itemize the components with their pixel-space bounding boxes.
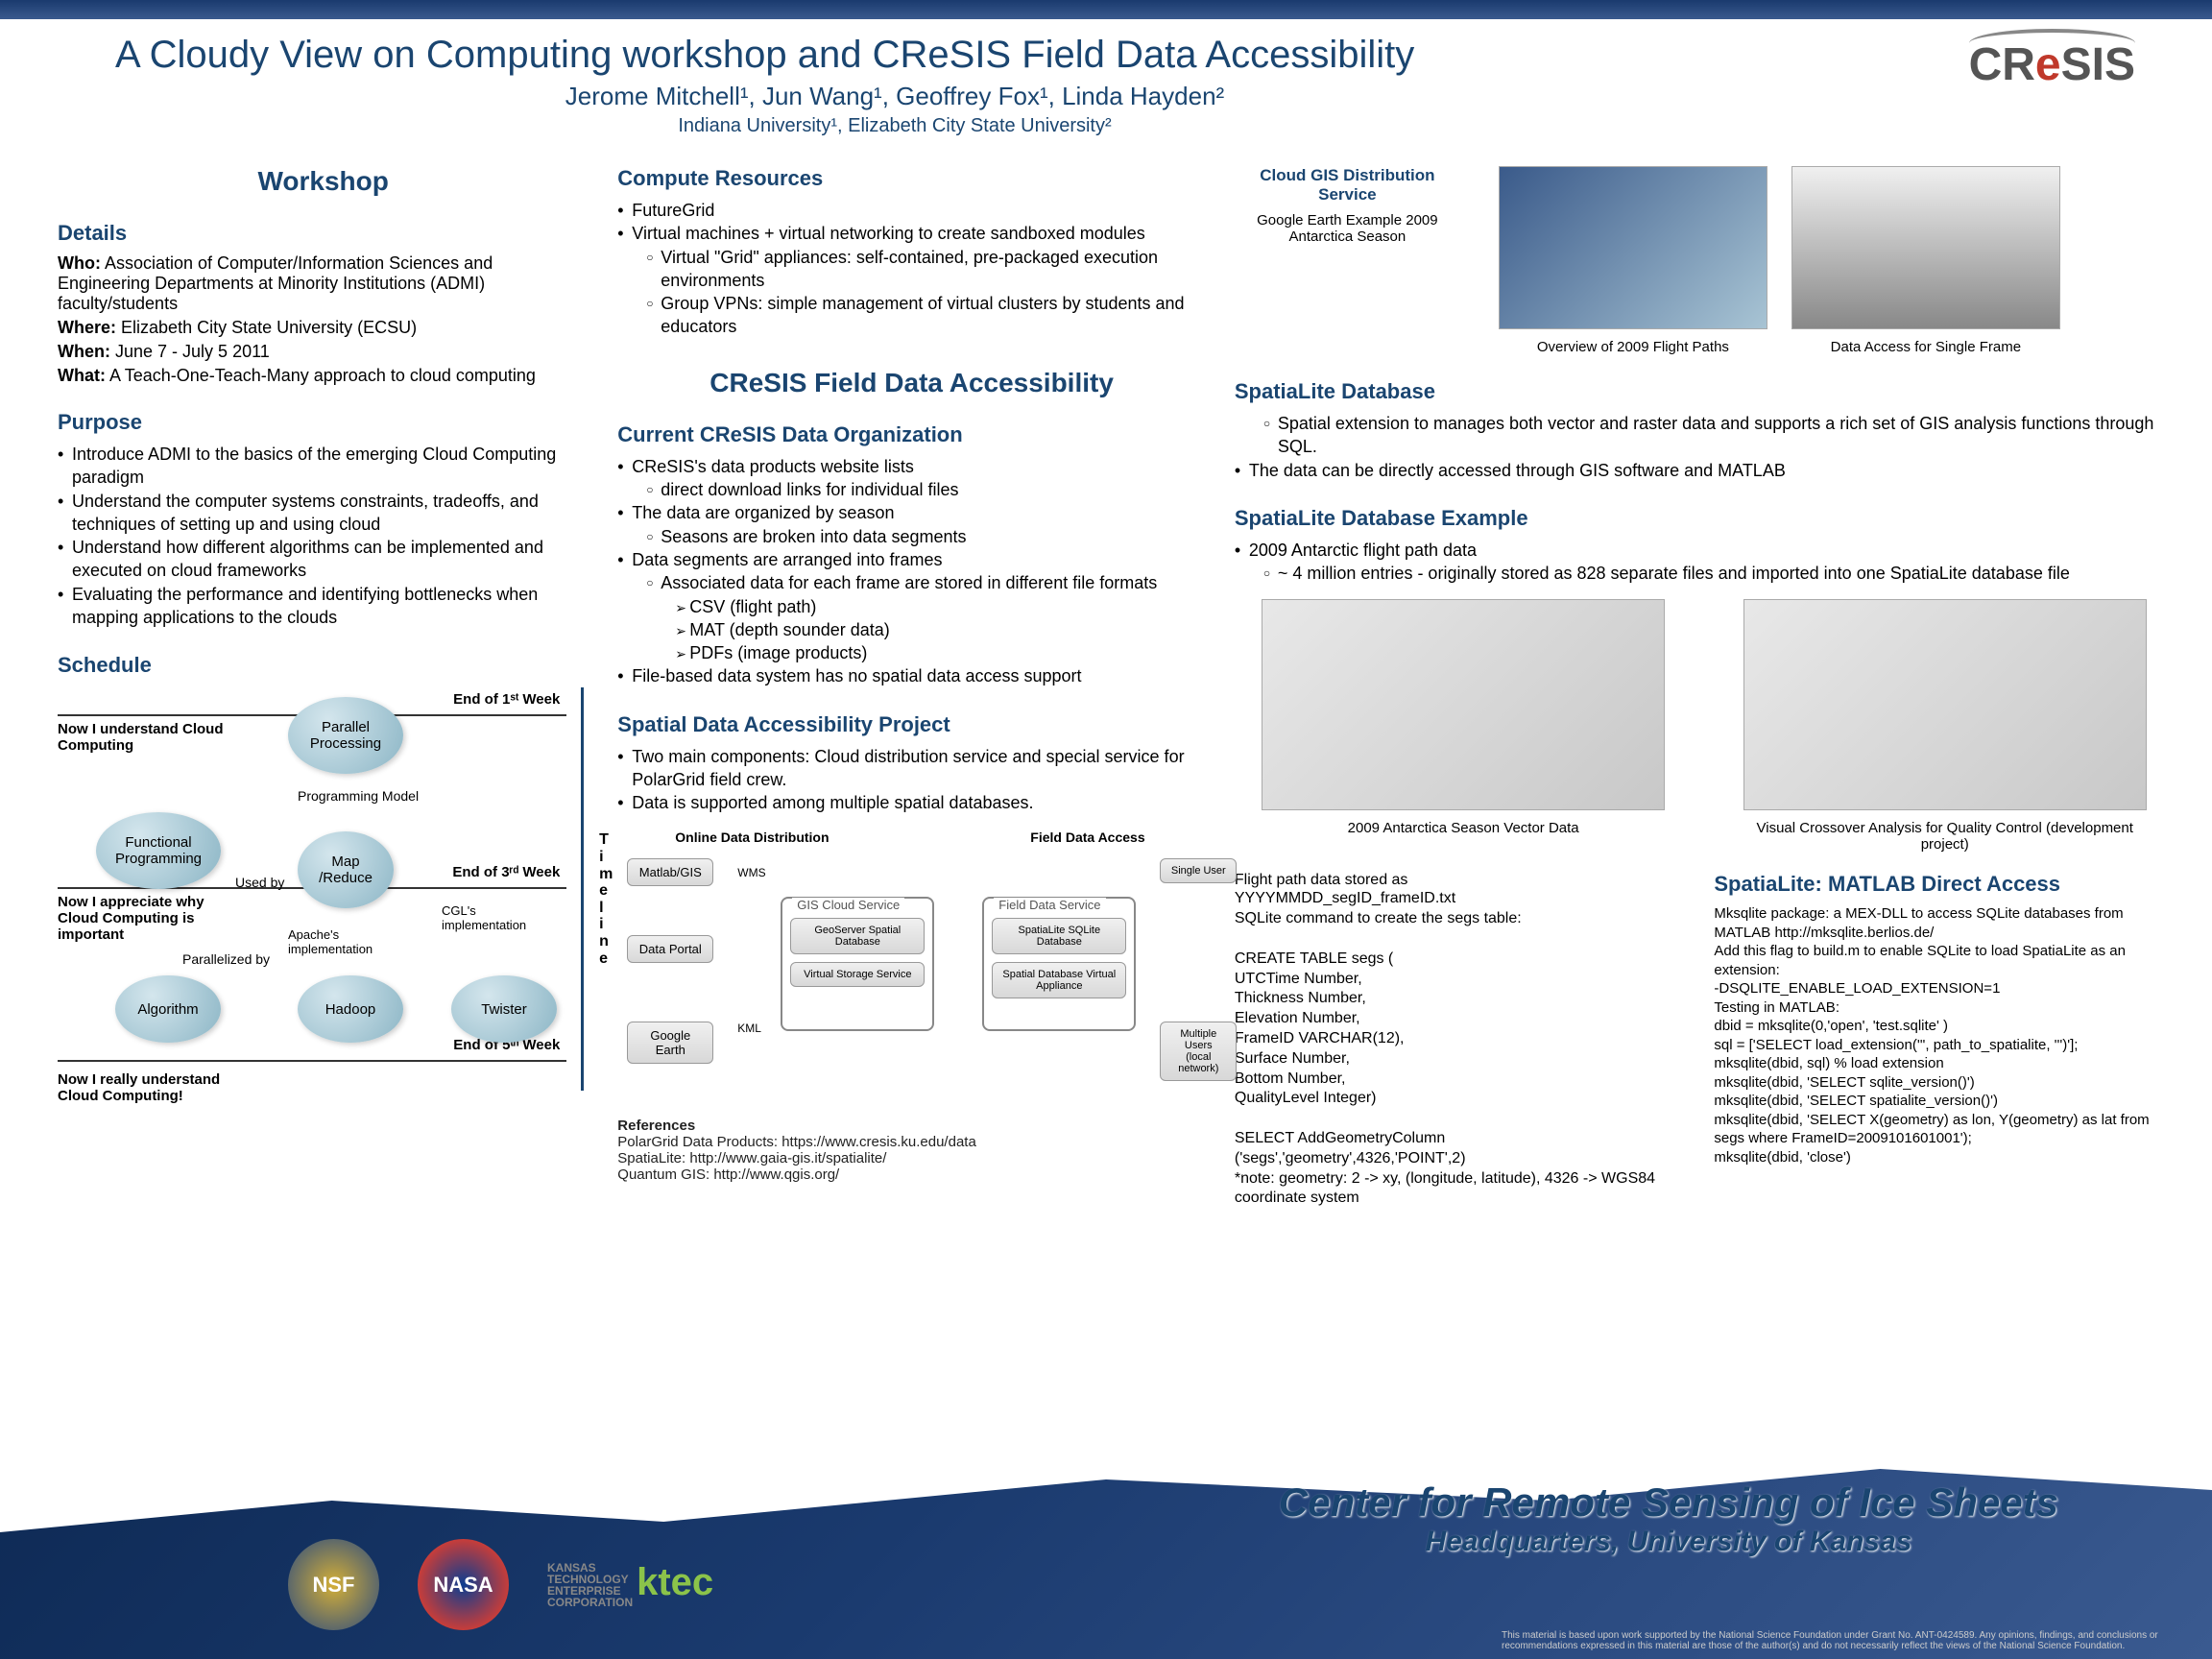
authors: Jerome Mitchell¹, Jun Wang¹, Geoffrey Fo…	[115, 82, 1674, 111]
column-middle: Compute Resources FutureGrid Virtual mac…	[617, 166, 1206, 1209]
schedule-diagram: End of 1ˢᵗ Week End of 3ʳᵈ Week End of 5…	[58, 687, 589, 1129]
flight-code-block: Flight path data stored as YYYYMMDD_segI…	[1235, 872, 1686, 1209]
purpose-heading: Purpose	[58, 410, 589, 435]
spatialite-list: Spatial extension to manages both vector…	[1235, 412, 2174, 482]
content: Workshop Details Who: Association of Com…	[0, 147, 2212, 1209]
ktec-logo: KANSASTECHNOLOGYENTERPRISECORPORATIONkte…	[547, 1561, 713, 1607]
crossover-image	[1743, 599, 2147, 810]
flight-paths-image	[1499, 166, 1767, 329]
top-bar	[0, 0, 2212, 19]
schedule-heading: Schedule	[58, 653, 589, 678]
compute-list: FutureGrid Virtual machines + virtual ne…	[617, 199, 1206, 339]
cloud-gis-label: Cloud GIS Distribution Service Google Ea…	[1235, 166, 1460, 245]
example-list: 2009 Antarctic flight path data ~ 4 mill…	[1235, 539, 2174, 586]
purpose-list: Introduce ADMI to the basics of the emer…	[58, 443, 589, 629]
matlab-code-block: SpatiaLite: MATLAB Direct Access Mksqlit…	[1714, 872, 2165, 1209]
example-heading: SpatiaLite Database Example	[1235, 506, 2174, 531]
references: References PolarGrid Data Products: http…	[617, 1118, 1206, 1183]
spatial-heading: Spatial Data Accessibility Project	[617, 712, 1206, 737]
footer-center: Center for Remote Sensing of Ice Sheets …	[1279, 1479, 2058, 1568]
header: A Cloudy View on Computing workshop and …	[0, 19, 2212, 147]
spatial-list: Two main components: Cloud distribution …	[617, 745, 1206, 815]
nsf-logo: NSF	[288, 1539, 379, 1630]
single-frame-image	[1791, 166, 2060, 329]
cresis-mid-heading: CReSIS Field Data Accessibility	[617, 368, 1206, 398]
nasa-logo: NASA	[418, 1539, 509, 1630]
spatialite-heading: SpatiaLite Database	[1235, 379, 2174, 404]
architecture-diagram: Online Data Distribution Field Data Acce…	[617, 830, 1206, 1098]
details-list: Who: Association of Computer/Information…	[58, 253, 589, 386]
timeline-label: Timeline	[599, 831, 613, 967]
workshop-heading: Workshop	[58, 166, 589, 197]
column-workshop: Workshop Details Who: Association of Com…	[58, 166, 589, 1209]
current-list: CReSIS's data products website lists dir…	[617, 455, 1206, 688]
current-heading: Current CReSIS Data Organization	[617, 422, 1206, 447]
compute-heading: Compute Resources	[617, 166, 1206, 191]
vector-data-image	[1262, 599, 1665, 810]
column-right: Cloud GIS Distribution Service Google Ea…	[1235, 166, 2174, 1209]
footer-logos: NSF NASA KANSASTECHNOLOGYENTERPRISECORPO…	[288, 1539, 713, 1630]
footer-disclaimer: This material is based upon work support…	[1502, 1630, 2174, 1651]
poster-title: A Cloudy View on Computing workshop and …	[115, 34, 2154, 77]
cresis-logo: CReSIS	[1969, 38, 2135, 91]
affiliations: Indiana University¹, Elizabeth City Stat…	[115, 115, 1674, 137]
details-heading: Details	[58, 221, 589, 246]
